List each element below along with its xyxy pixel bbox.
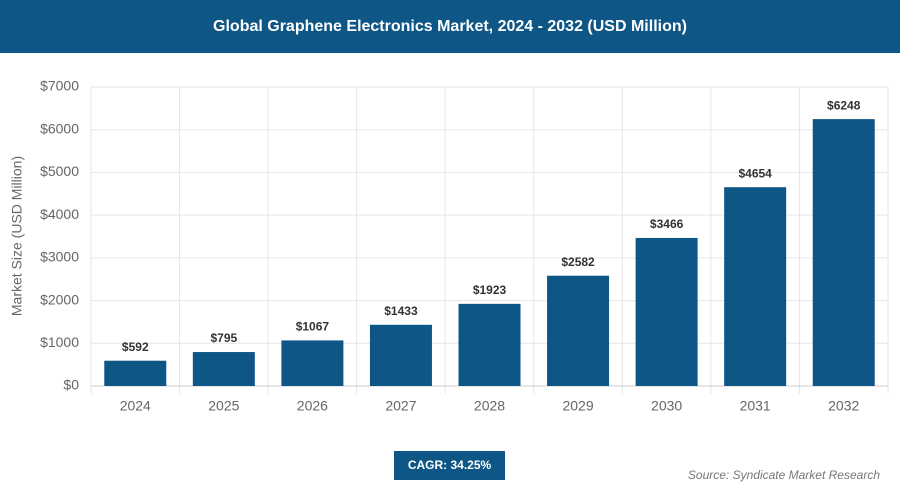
value-label: $6248 <box>827 98 861 112</box>
bar <box>458 303 521 386</box>
header-bar <box>0 0 900 53</box>
y-tick-label: $4000 <box>40 206 79 222</box>
x-tick-label: 2032 <box>828 398 859 414</box>
y-tick-label: $5000 <box>40 163 79 179</box>
y-tick-label: $1000 <box>40 334 79 350</box>
bar <box>104 360 167 386</box>
bar <box>281 340 344 386</box>
y-tick-label: $7000 <box>40 78 79 94</box>
source-note: Source: Syndicate Market Research <box>688 468 880 482</box>
x-tick-label: 2026 <box>297 398 328 414</box>
chart-title: Global Graphene Electronics Market, 2024… <box>213 18 687 35</box>
x-tick-label: 2030 <box>651 398 682 414</box>
y-tick-label: $3000 <box>40 249 79 265</box>
x-tick-label: 2029 <box>562 398 593 414</box>
value-label: $3466 <box>650 217 684 231</box>
value-label: $795 <box>210 331 237 345</box>
bar <box>724 187 787 386</box>
y-axis-title: Market Size (USD Million) <box>9 156 25 316</box>
bar <box>547 275 610 386</box>
bar <box>812 119 875 386</box>
value-label: $2582 <box>561 255 595 269</box>
bar <box>635 237 698 386</box>
x-tick-label: 2025 <box>208 398 239 414</box>
value-label: $592 <box>122 340 149 354</box>
x-tick-label: 2028 <box>474 398 505 414</box>
y-tick-label: $2000 <box>40 291 79 307</box>
x-tick-label: 2027 <box>385 398 416 414</box>
value-label: $1433 <box>384 304 418 318</box>
y-tick-label: $6000 <box>40 120 79 136</box>
value-label: $4654 <box>738 166 772 180</box>
bar <box>369 324 432 386</box>
x-tick-label: 2024 <box>120 398 151 414</box>
cagr-badge <box>394 451 505 480</box>
cagr-label: CAGR: 34.25% <box>408 458 492 472</box>
x-tick-label: 2031 <box>740 398 771 414</box>
value-label: $1923 <box>473 283 507 297</box>
bar <box>192 352 255 386</box>
value-label: $1067 <box>296 320 330 334</box>
y-tick-label: $0 <box>63 377 79 393</box>
